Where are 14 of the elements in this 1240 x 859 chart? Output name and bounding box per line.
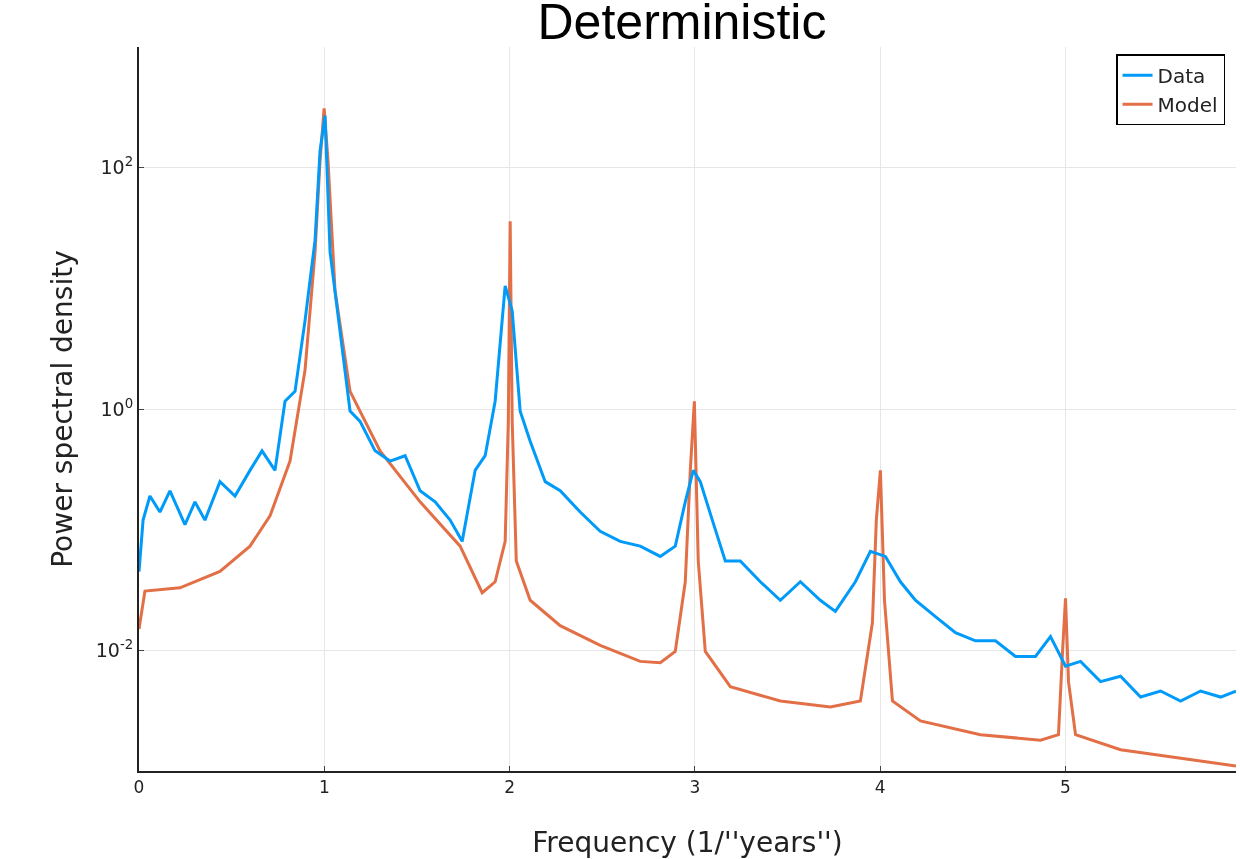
- y-tick-label: 10$^{0}$: [100, 395, 134, 420]
- y-axis-title: Power spectral density: [46, 250, 79, 568]
- x-tick-label: 0: [133, 777, 145, 798]
- x-tick-label: 5: [1060, 777, 1071, 798]
- x-tick-label: 3: [689, 777, 701, 798]
- x-axis-title: Frequency (1/''years''): [532, 826, 843, 859]
- legend-label: Data: [1157, 64, 1206, 89]
- y-tick-label: 10$^{-2}$: [95, 637, 134, 661]
- legend-label: Model: [1157, 93, 1218, 118]
- x-tick-label: 4: [874, 777, 886, 798]
- x-tick-label: 2: [504, 777, 516, 798]
- x-tick-label: 1: [318, 777, 330, 798]
- chart-title: Deterministic: [537, 0, 827, 51]
- y-tick-label: 10$^{2}$: [100, 154, 134, 179]
